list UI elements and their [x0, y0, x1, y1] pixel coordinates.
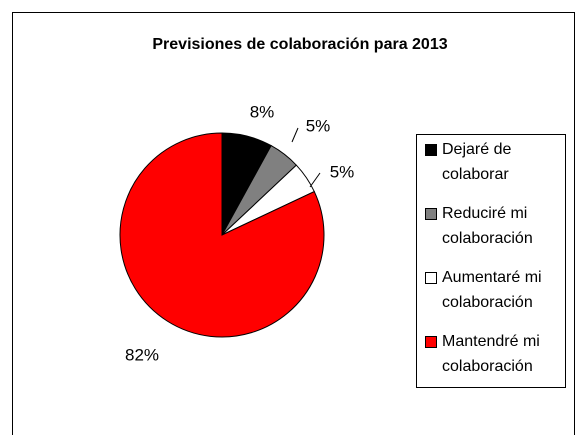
data-label: 82% [125, 345, 159, 364]
data-label: 5% [306, 116, 331, 135]
legend: Dejaré de colaborar Reduciré mi colaborac… [416, 134, 566, 388]
chart-title: Previsiones de colaboración para 2013 [152, 36, 447, 53]
legend-label: Aumentaré mi colaboración [442, 269, 542, 311]
legend-entry: Reduciré mi colaboración [425, 201, 564, 265]
leader-line [309, 172, 321, 188]
legend-label: Mantendré mi colaboración [442, 333, 540, 375]
legend-label: Reduciré mi colaboración [442, 205, 533, 247]
data-label: 8% [250, 102, 275, 121]
legend-entry: Dejaré de colaborar [425, 137, 564, 201]
leader-line [291, 127, 299, 143]
data-label: 5% [330, 162, 355, 181]
legend-entry: Mantendré mi colaboración [425, 329, 564, 393]
legend-entry: Aumentaré mi colaboración [425, 265, 564, 329]
legend-swatch [425, 208, 437, 220]
legend-swatch [425, 272, 437, 284]
legend-swatch [425, 336, 437, 348]
pie-slice [119, 132, 325, 338]
legend-swatch [425, 144, 437, 156]
legend-label: Dejaré de colaborar [442, 141, 512, 183]
